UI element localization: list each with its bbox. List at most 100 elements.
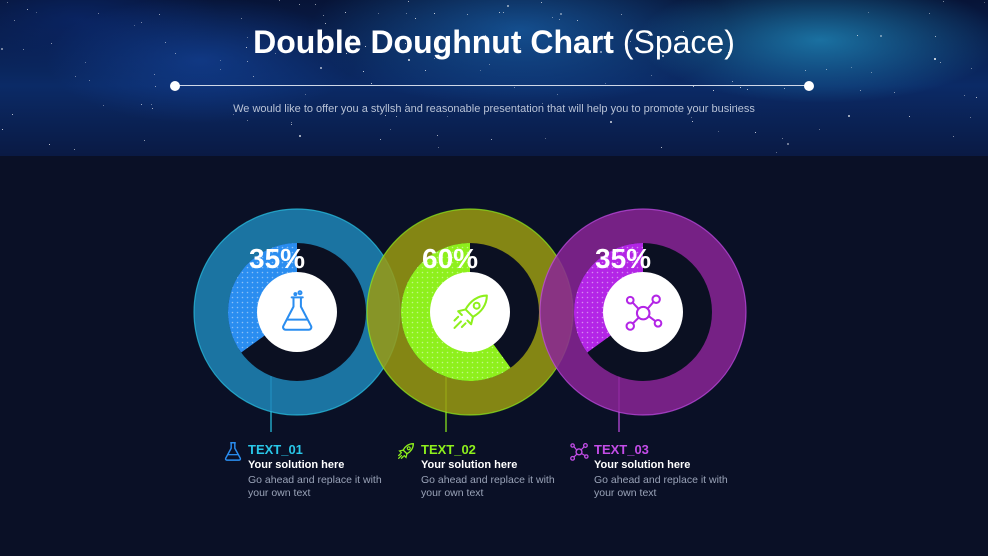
star xyxy=(747,89,748,90)
star xyxy=(693,86,694,87)
star xyxy=(491,139,492,140)
star xyxy=(610,121,612,123)
star xyxy=(542,103,543,104)
divider-left-dot xyxy=(170,81,180,91)
star xyxy=(405,43,406,44)
star xyxy=(141,104,142,105)
star xyxy=(159,14,160,15)
star xyxy=(23,49,24,50)
star xyxy=(605,83,606,84)
star xyxy=(434,58,435,59)
star xyxy=(557,94,558,95)
center-disk xyxy=(430,272,510,352)
star xyxy=(408,59,410,61)
star xyxy=(339,38,341,40)
star xyxy=(98,13,99,14)
page-title: Double Doughnut Chart (Space) xyxy=(253,24,735,60)
molecule-icon xyxy=(625,294,663,331)
flask-icon xyxy=(282,290,313,331)
star xyxy=(718,131,719,132)
star xyxy=(247,120,248,121)
star xyxy=(49,144,50,145)
star xyxy=(220,69,221,70)
star xyxy=(648,35,649,36)
star xyxy=(233,114,234,115)
star xyxy=(541,2,542,3)
star xyxy=(871,72,872,73)
center-disk xyxy=(257,272,337,352)
star xyxy=(438,147,439,148)
star xyxy=(396,116,397,117)
star xyxy=(14,20,15,21)
star xyxy=(480,70,481,71)
star xyxy=(662,55,664,57)
star xyxy=(447,116,448,117)
star xyxy=(434,13,435,14)
star xyxy=(782,138,783,139)
star xyxy=(971,68,972,69)
star xyxy=(953,136,954,137)
star xyxy=(220,60,221,61)
star xyxy=(175,53,176,54)
star xyxy=(621,14,622,15)
star xyxy=(514,87,515,88)
star xyxy=(275,53,276,54)
star xyxy=(320,67,322,69)
star xyxy=(819,129,820,130)
star xyxy=(291,122,292,123)
space-header-background xyxy=(0,0,988,156)
legend-title: TEXT_03 xyxy=(594,442,649,457)
star xyxy=(390,129,391,130)
star xyxy=(155,86,156,87)
star xyxy=(805,70,806,71)
star xyxy=(7,2,8,3)
star xyxy=(315,4,316,5)
star xyxy=(27,9,28,10)
star xyxy=(85,62,86,63)
star xyxy=(385,115,386,116)
legend-title: TEXT_01 xyxy=(248,442,303,457)
star xyxy=(89,80,90,81)
percent-label: 35% xyxy=(595,243,651,274)
legend-heading: Your solution here xyxy=(421,459,518,471)
star xyxy=(415,18,416,19)
legend-body: Go ahead and replace it with your own te… xyxy=(421,474,555,499)
legend-heading: Your solution here xyxy=(248,459,345,471)
legend-body: Go ahead and replace it with your own te… xyxy=(248,474,382,499)
star xyxy=(857,35,858,36)
flask-icon xyxy=(224,442,242,461)
star xyxy=(728,52,729,53)
star xyxy=(1,48,3,50)
star xyxy=(241,18,242,19)
star xyxy=(279,0,280,1)
star xyxy=(350,35,351,36)
title-divider-line xyxy=(175,85,809,86)
star xyxy=(755,132,756,133)
star xyxy=(437,135,438,136)
star xyxy=(406,13,407,14)
star xyxy=(868,12,869,13)
star xyxy=(555,108,556,109)
star xyxy=(964,95,965,96)
star xyxy=(559,19,560,20)
star xyxy=(36,12,37,13)
star xyxy=(485,35,486,36)
star xyxy=(826,69,827,70)
star xyxy=(713,90,714,91)
star xyxy=(141,22,142,23)
star xyxy=(784,88,785,89)
percent-label: 60% xyxy=(422,243,478,274)
star xyxy=(787,143,789,145)
star xyxy=(520,48,521,49)
star xyxy=(380,139,381,140)
star xyxy=(503,12,504,13)
star xyxy=(851,67,852,68)
star xyxy=(325,23,326,24)
molecule-icon xyxy=(570,443,589,461)
star xyxy=(346,53,347,54)
star xyxy=(103,105,104,106)
star xyxy=(2,129,3,130)
star xyxy=(144,140,145,141)
star xyxy=(246,47,247,48)
